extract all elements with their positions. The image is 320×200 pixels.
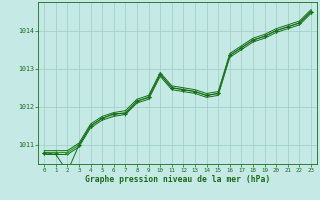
X-axis label: Graphe pression niveau de la mer (hPa): Graphe pression niveau de la mer (hPa) bbox=[85, 175, 270, 184]
